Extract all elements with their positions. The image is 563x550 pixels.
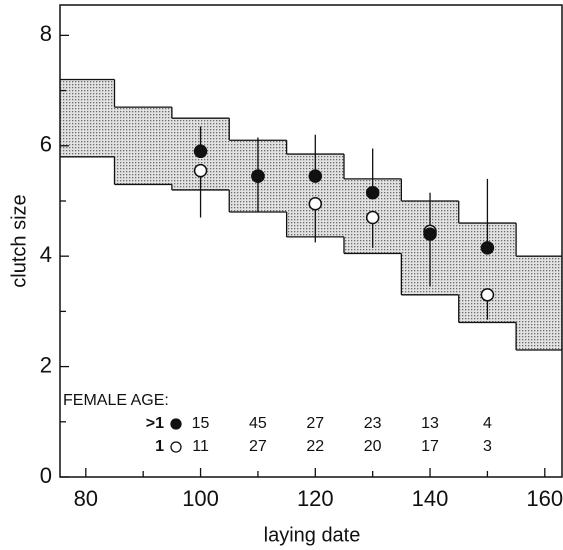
x-tick-label: 160 (526, 486, 563, 511)
legend-label: 1 (155, 438, 164, 455)
legend-marker (170, 441, 182, 453)
point (193, 163, 208, 178)
sample-size: 17 (421, 438, 439, 455)
y-axis-label: clutch size (8, 194, 30, 287)
y-tick-label: 8 (40, 21, 52, 46)
band-step (114, 107, 172, 185)
point (308, 169, 323, 183)
sample-size: 22 (306, 438, 324, 455)
legend-marker (170, 418, 182, 430)
point (193, 144, 208, 159)
y-tick-label: 4 (40, 242, 52, 267)
x-tick-label: 80 (74, 486, 98, 511)
x-axis-label: laying date (264, 524, 361, 546)
point (423, 227, 437, 241)
band-step (60, 79, 115, 157)
x-tick-label: 140 (412, 486, 449, 511)
point (308, 196, 323, 211)
sample-size: 3 (483, 438, 492, 455)
y-tick-label: 2 (40, 352, 52, 377)
point (480, 288, 495, 302)
x-tick-label: 100 (182, 486, 219, 511)
point (480, 241, 495, 255)
sample-size: 15 (192, 415, 210, 432)
sample-size: 20 (364, 438, 382, 455)
plot-frame (59, 4, 563, 478)
sample-size: 27 (306, 415, 324, 432)
sample-size: 27 (249, 438, 267, 455)
y-tick-label: 6 (40, 132, 52, 157)
band-step (516, 256, 562, 351)
point (251, 169, 265, 183)
point (365, 210, 380, 225)
sample-size: 4 (483, 415, 492, 432)
y-tick-label: 0 (40, 463, 52, 488)
sample-size-title: FEMALE AGE: (63, 392, 169, 409)
sample-size: 45 (249, 415, 267, 432)
sample-size: 11 (192, 438, 209, 455)
sample-size: 23 (364, 415, 382, 432)
sample-size: 13 (421, 415, 439, 432)
point (365, 185, 380, 200)
legend-label: >1 (146, 415, 164, 432)
x-tick-label: 120 (297, 486, 334, 511)
